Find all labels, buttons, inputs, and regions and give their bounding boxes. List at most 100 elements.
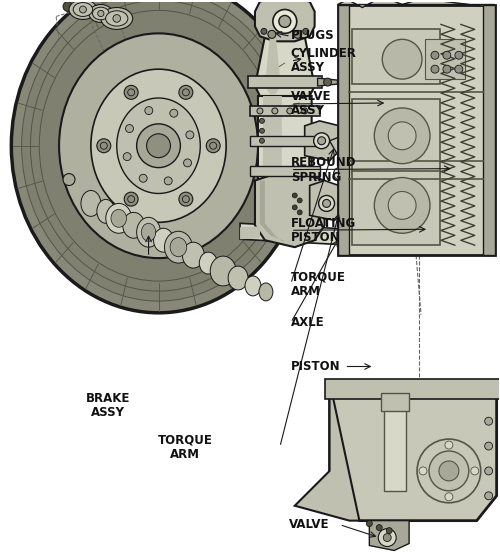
Circle shape bbox=[374, 178, 430, 233]
Circle shape bbox=[388, 234, 398, 244]
Circle shape bbox=[366, 521, 372, 527]
Circle shape bbox=[182, 89, 190, 96]
Ellipse shape bbox=[101, 8, 132, 29]
Polygon shape bbox=[370, 521, 409, 551]
Circle shape bbox=[302, 108, 308, 114]
Polygon shape bbox=[295, 381, 360, 521]
Polygon shape bbox=[330, 381, 496, 521]
Polygon shape bbox=[263, 96, 282, 193]
Polygon shape bbox=[265, 36, 281, 94]
Circle shape bbox=[186, 131, 194, 139]
Ellipse shape bbox=[97, 199, 115, 223]
Ellipse shape bbox=[142, 223, 156, 241]
Circle shape bbox=[272, 108, 278, 114]
Bar bbox=[338, 4, 349, 255]
Ellipse shape bbox=[59, 33, 258, 258]
Text: TORQUE
ARM: TORQUE ARM bbox=[158, 433, 213, 461]
Circle shape bbox=[294, 31, 302, 38]
Ellipse shape bbox=[89, 4, 113, 22]
Circle shape bbox=[136, 124, 180, 168]
Text: CYLINDER
ASSY: CYLINDER ASSY bbox=[291, 47, 356, 74]
Ellipse shape bbox=[12, 0, 306, 313]
Circle shape bbox=[128, 89, 134, 96]
Text: PLUGS: PLUGS bbox=[291, 29, 335, 42]
Ellipse shape bbox=[22, 0, 295, 301]
Polygon shape bbox=[338, 4, 494, 255]
Ellipse shape bbox=[245, 276, 261, 296]
Ellipse shape bbox=[81, 190, 101, 216]
Circle shape bbox=[445, 441, 453, 449]
Bar bbox=[352, 170, 440, 245]
Polygon shape bbox=[330, 134, 364, 175]
Circle shape bbox=[322, 199, 330, 208]
Circle shape bbox=[124, 192, 138, 206]
Circle shape bbox=[139, 174, 147, 182]
Circle shape bbox=[273, 9, 296, 33]
Circle shape bbox=[417, 439, 480, 503]
Ellipse shape bbox=[91, 69, 226, 223]
Circle shape bbox=[80, 6, 86, 13]
Ellipse shape bbox=[170, 238, 187, 257]
Circle shape bbox=[182, 196, 190, 203]
Polygon shape bbox=[248, 76, 322, 88]
Circle shape bbox=[378, 528, 396, 547]
Circle shape bbox=[484, 417, 492, 425]
Text: VALVE
ASSY: VALVE ASSY bbox=[291, 90, 332, 118]
Bar bbox=[425, 39, 465, 79]
Circle shape bbox=[124, 85, 138, 99]
Ellipse shape bbox=[122, 213, 144, 238]
Circle shape bbox=[314, 133, 330, 149]
Polygon shape bbox=[318, 78, 338, 86]
Circle shape bbox=[443, 65, 451, 73]
Circle shape bbox=[324, 78, 332, 86]
Circle shape bbox=[388, 191, 416, 219]
Ellipse shape bbox=[106, 11, 128, 26]
Circle shape bbox=[484, 442, 492, 450]
Ellipse shape bbox=[92, 7, 109, 20]
Circle shape bbox=[164, 177, 172, 185]
Circle shape bbox=[113, 14, 120, 22]
Circle shape bbox=[145, 107, 153, 114]
Circle shape bbox=[126, 124, 134, 133]
Circle shape bbox=[429, 451, 469, 491]
Bar bbox=[352, 29, 440, 84]
Circle shape bbox=[334, 168, 345, 180]
Circle shape bbox=[302, 28, 308, 34]
Circle shape bbox=[384, 229, 403, 249]
Circle shape bbox=[123, 153, 131, 160]
Polygon shape bbox=[255, 36, 314, 96]
Polygon shape bbox=[338, 194, 372, 235]
Ellipse shape bbox=[73, 3, 92, 17]
Circle shape bbox=[318, 195, 334, 211]
Text: VALVE: VALVE bbox=[290, 518, 330, 531]
Ellipse shape bbox=[228, 266, 248, 290]
Bar bbox=[384, 401, 406, 491]
Circle shape bbox=[268, 31, 276, 38]
Circle shape bbox=[318, 137, 326, 145]
Polygon shape bbox=[250, 136, 320, 146]
Polygon shape bbox=[240, 223, 399, 247]
Text: PISTON: PISTON bbox=[291, 360, 341, 374]
Ellipse shape bbox=[111, 209, 126, 228]
Polygon shape bbox=[255, 175, 324, 247]
Circle shape bbox=[382, 39, 422, 79]
Polygon shape bbox=[338, 0, 494, 8]
Circle shape bbox=[146, 134, 171, 158]
Circle shape bbox=[292, 193, 297, 198]
Circle shape bbox=[297, 198, 302, 203]
Text: TORQUE
ARM: TORQUE ARM bbox=[291, 270, 346, 298]
Polygon shape bbox=[250, 165, 320, 175]
Ellipse shape bbox=[106, 204, 132, 233]
Bar bbox=[382, 393, 409, 411]
Circle shape bbox=[257, 108, 263, 114]
Polygon shape bbox=[304, 121, 340, 160]
Circle shape bbox=[206, 139, 220, 153]
Circle shape bbox=[431, 65, 439, 73]
Text: AXLE: AXLE bbox=[291, 316, 324, 329]
Circle shape bbox=[292, 205, 297, 210]
Circle shape bbox=[260, 128, 264, 133]
Circle shape bbox=[384, 533, 391, 542]
Circle shape bbox=[184, 159, 192, 167]
Circle shape bbox=[471, 467, 478, 475]
Circle shape bbox=[97, 139, 111, 153]
